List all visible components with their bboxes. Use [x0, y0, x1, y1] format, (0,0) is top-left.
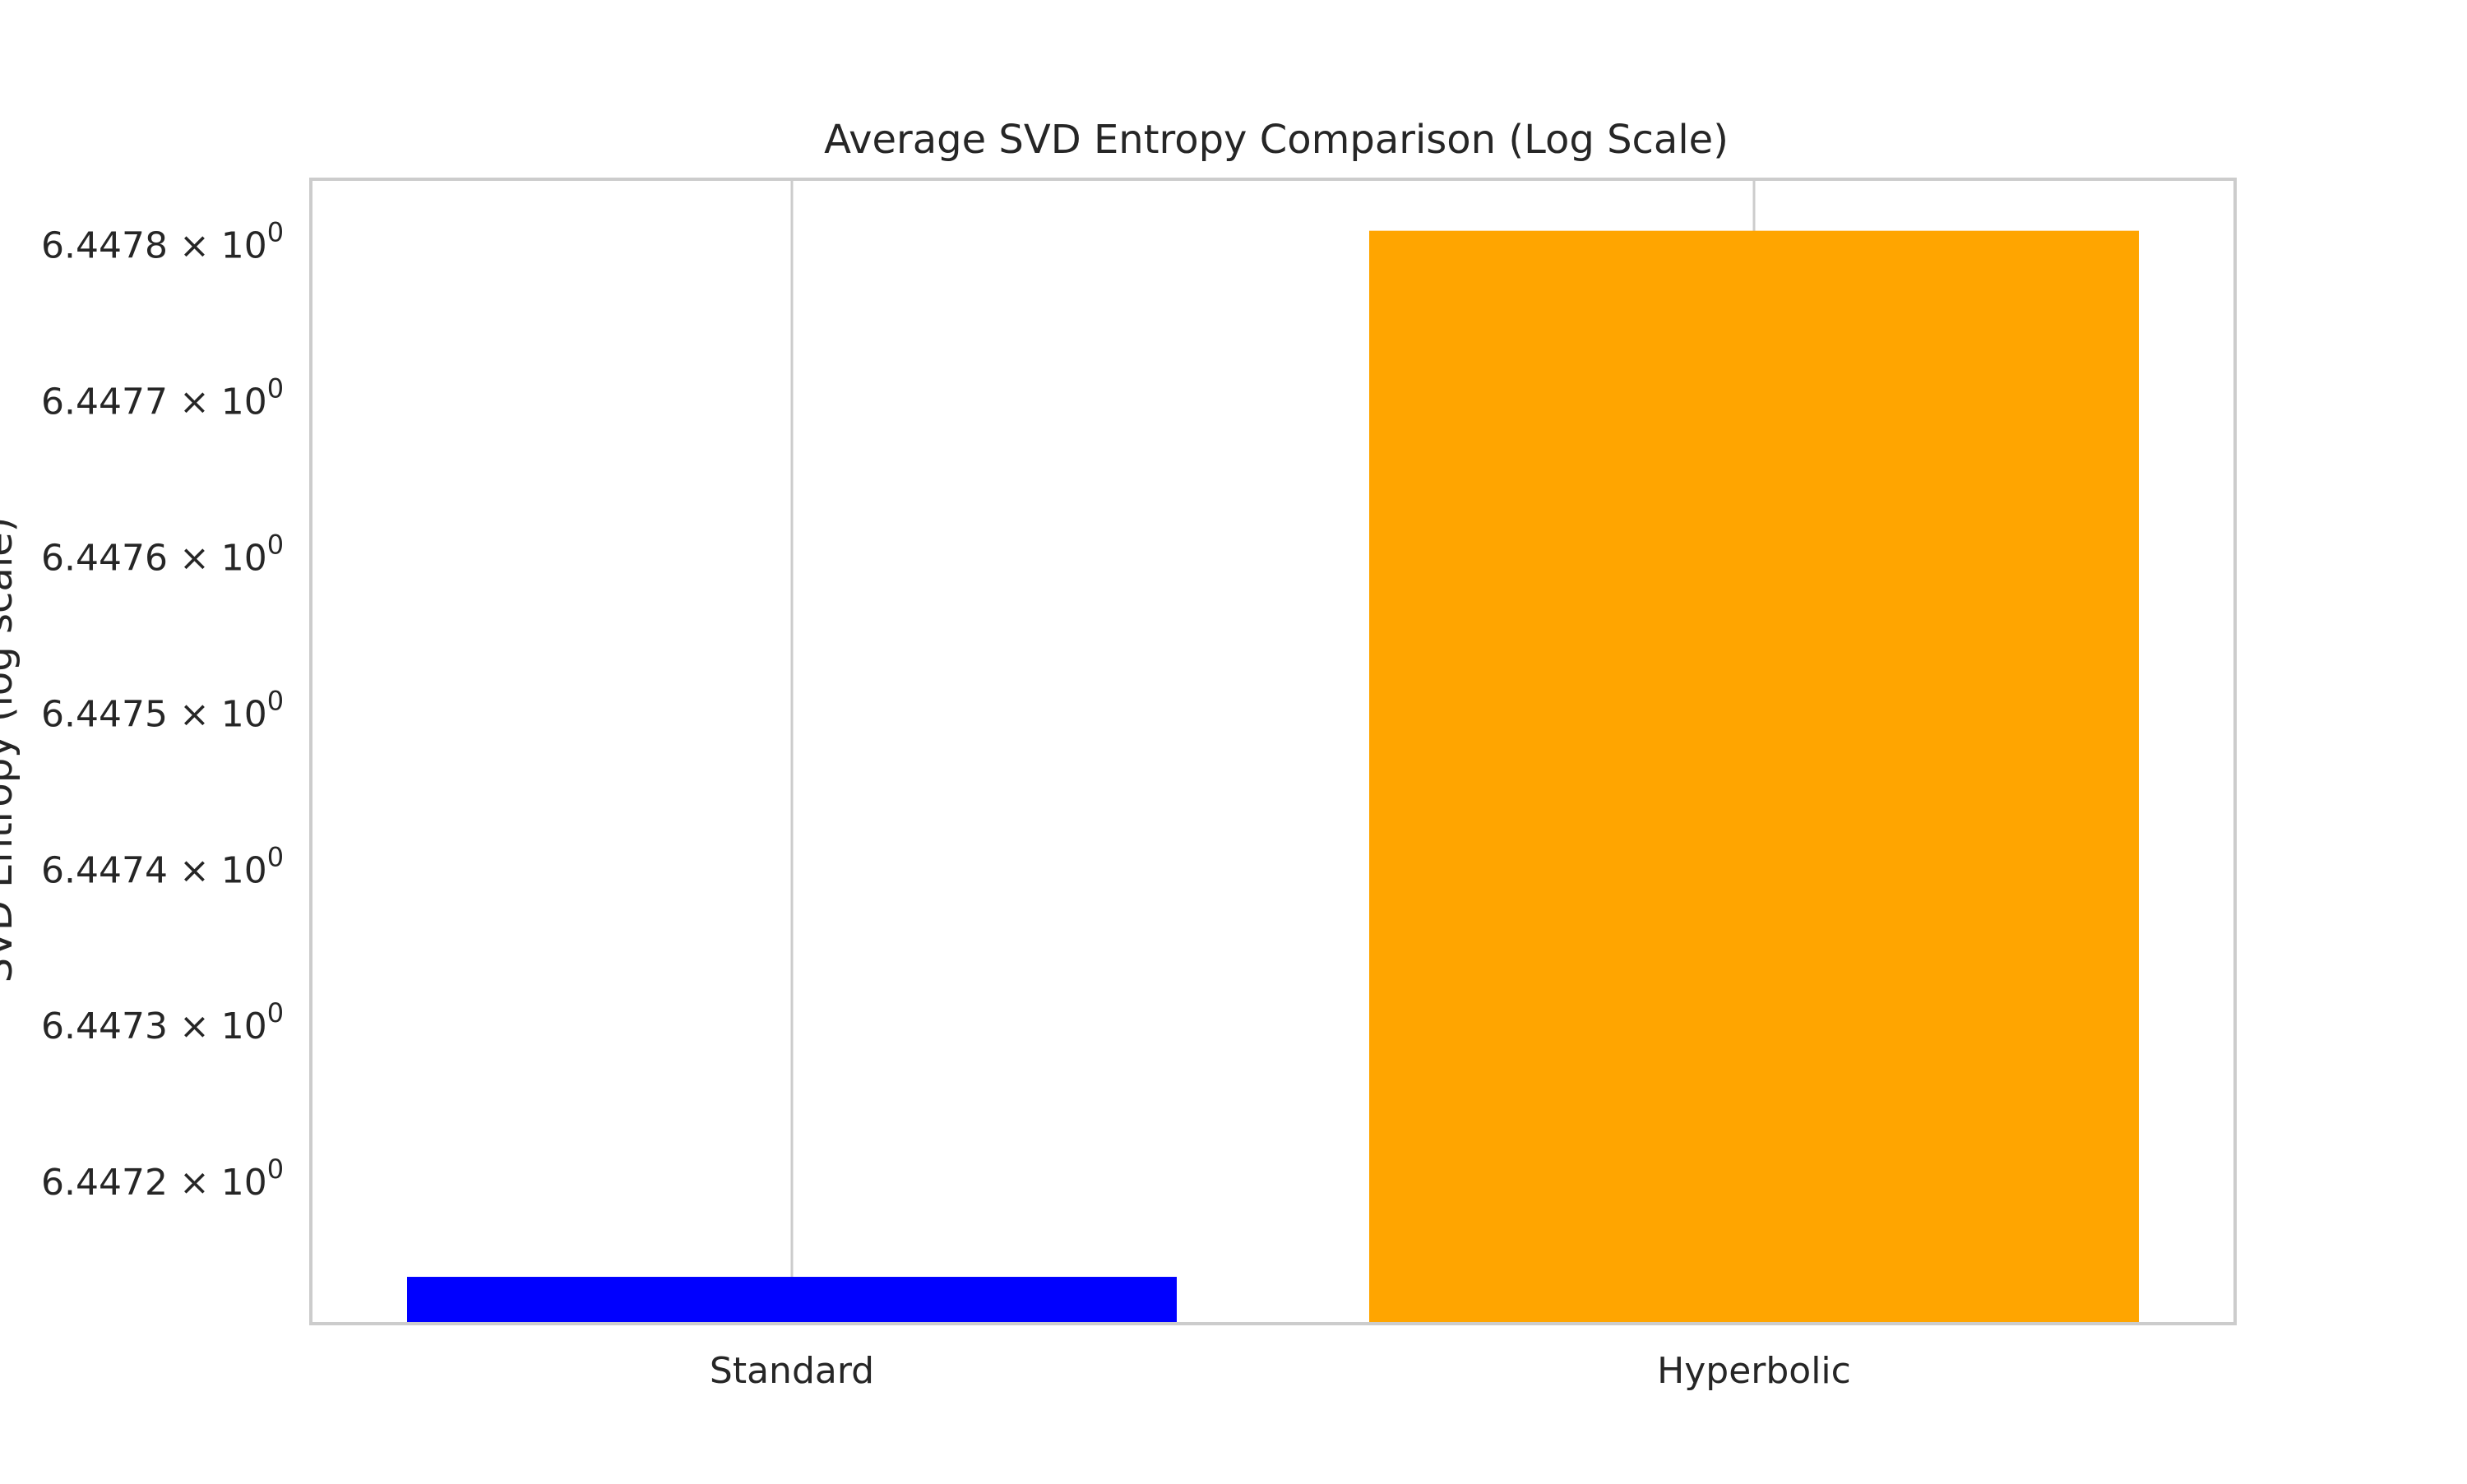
- y-tick-label: 6.4476 × 100: [41, 529, 284, 579]
- y-tick-label: 6.4477 × 100: [41, 373, 284, 423]
- y-tick-labels: 6.4472 × 100 6.4473 × 100 6.4474 × 100 6.44…: [41, 217, 284, 1204]
- chart-title: Average SVD Entropy Comparison (Log Scal…: [824, 117, 1729, 163]
- y-tick-label: 6.4475 × 100: [41, 685, 284, 735]
- bar-hyperbolic: [1369, 230, 2139, 1325]
- x-tick-label: Hyperbolic: [1657, 1350, 1851, 1392]
- plot-frame: [309, 178, 2237, 1325]
- bar-standard: [407, 1277, 1177, 1324]
- y-axis-label: SVD Entropy (log scale): [0, 517, 21, 983]
- y-tick-label: 6.4474 × 100: [41, 841, 284, 891]
- y-tick-label: 6.4472 × 100: [41, 1153, 284, 1204]
- x-tick-label: Standard: [710, 1350, 874, 1392]
- x-tick-labels: Standard Hyperbolic: [710, 1350, 1851, 1392]
- bars: [407, 230, 2139, 1325]
- y-tick-label: 6.4478 × 100: [41, 217, 284, 267]
- y-tick-label: 6.4473 × 100: [41, 997, 284, 1047]
